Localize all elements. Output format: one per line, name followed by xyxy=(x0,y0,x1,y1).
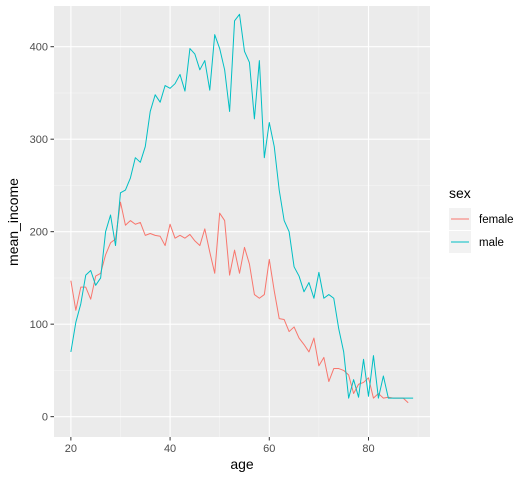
panel-background xyxy=(54,6,430,437)
y-axis-title: mean_income xyxy=(5,178,21,266)
grid-major xyxy=(54,6,430,437)
y-tick-label-0: 0 xyxy=(42,412,48,424)
x-tick-label-0: 20 xyxy=(65,443,77,455)
legend-label-male: male xyxy=(479,237,504,249)
x-axis-title: age xyxy=(230,456,254,472)
legend-title: sex xyxy=(449,185,471,201)
x-tick-label-1: 40 xyxy=(164,443,176,455)
grid-minor xyxy=(54,6,430,437)
y-axis: 0 100 200 300 400 xyxy=(30,42,54,424)
x-tick-label-2: 60 xyxy=(263,443,275,455)
y-tick-label-3: 300 xyxy=(30,134,48,146)
legend-label-female: female xyxy=(479,214,514,226)
x-axis: 20 40 60 80 xyxy=(65,437,375,455)
series-layer xyxy=(70,13,414,404)
y-tick-label-4: 400 xyxy=(30,42,48,54)
x-tick-label-3: 80 xyxy=(362,443,374,455)
y-tick-label-2: 200 xyxy=(30,227,48,239)
series-line-male xyxy=(70,13,414,399)
legend: sex female male xyxy=(449,185,514,253)
y-tick-label-1: 100 xyxy=(30,319,48,331)
